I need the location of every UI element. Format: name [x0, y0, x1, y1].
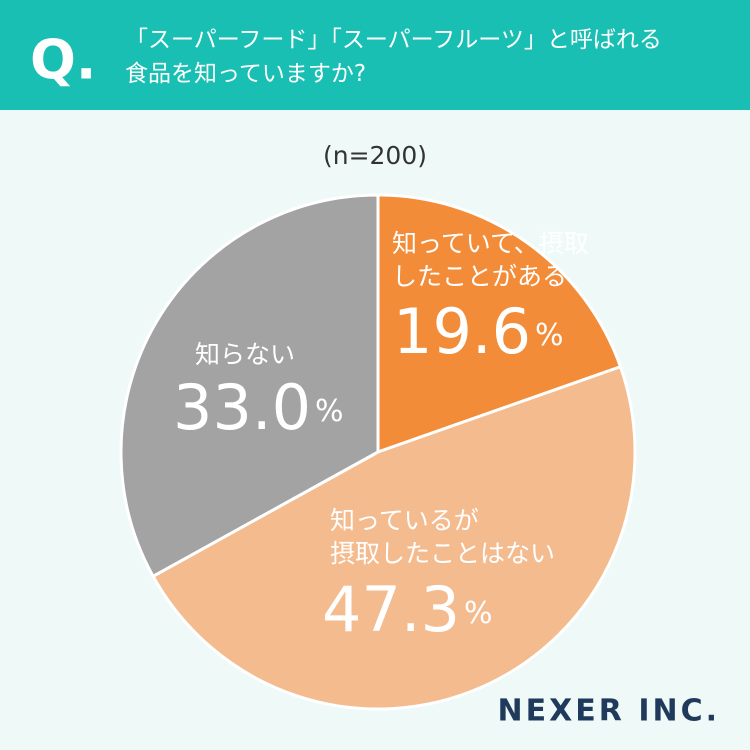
- slice-value-label: 33.0%: [173, 371, 344, 444]
- text-part: 33.0: [173, 371, 311, 444]
- text-part: %: [315, 394, 344, 429]
- text-line: 知っているが: [330, 506, 479, 535]
- text-line: 摂取したことはない: [330, 539, 555, 568]
- pie-slice: [119, 193, 380, 579]
- slice-category-label: 知っているが摂取したことはない: [330, 506, 555, 568]
- brand-logo: NEXER INC.: [498, 694, 720, 729]
- text-line: したことがある: [392, 262, 567, 291]
- slice-category-label: 知らない: [195, 340, 295, 369]
- text-part: 47.3: [322, 573, 460, 646]
- text-part: %: [464, 596, 493, 631]
- chart-subtitle: (n=200): [323, 141, 427, 170]
- text-line: 知っていて、摂取: [392, 229, 589, 258]
- text-line: 「スーパーフード」「スーパーフルーツ」と呼ばれる: [125, 27, 662, 53]
- pie: [119, 193, 637, 711]
- slice-category-label: 知っていて、摂取したことがある: [392, 229, 589, 291]
- pie-slice: [151, 364, 637, 711]
- text-line: 食品を知っていますか?: [125, 61, 366, 87]
- slice-value-label: 19.6%: [393, 295, 564, 368]
- question-badge: Q.: [30, 29, 96, 92]
- chart-title: 「スーパーフード」「スーパーフルーツ」と呼ばれる食品を知っていますか?: [125, 27, 662, 87]
- text-part: 19.6: [393, 295, 531, 368]
- header-band: [0, 0, 750, 110]
- slice-value-label: 47.3%: [322, 573, 493, 646]
- text-part: %: [535, 318, 564, 353]
